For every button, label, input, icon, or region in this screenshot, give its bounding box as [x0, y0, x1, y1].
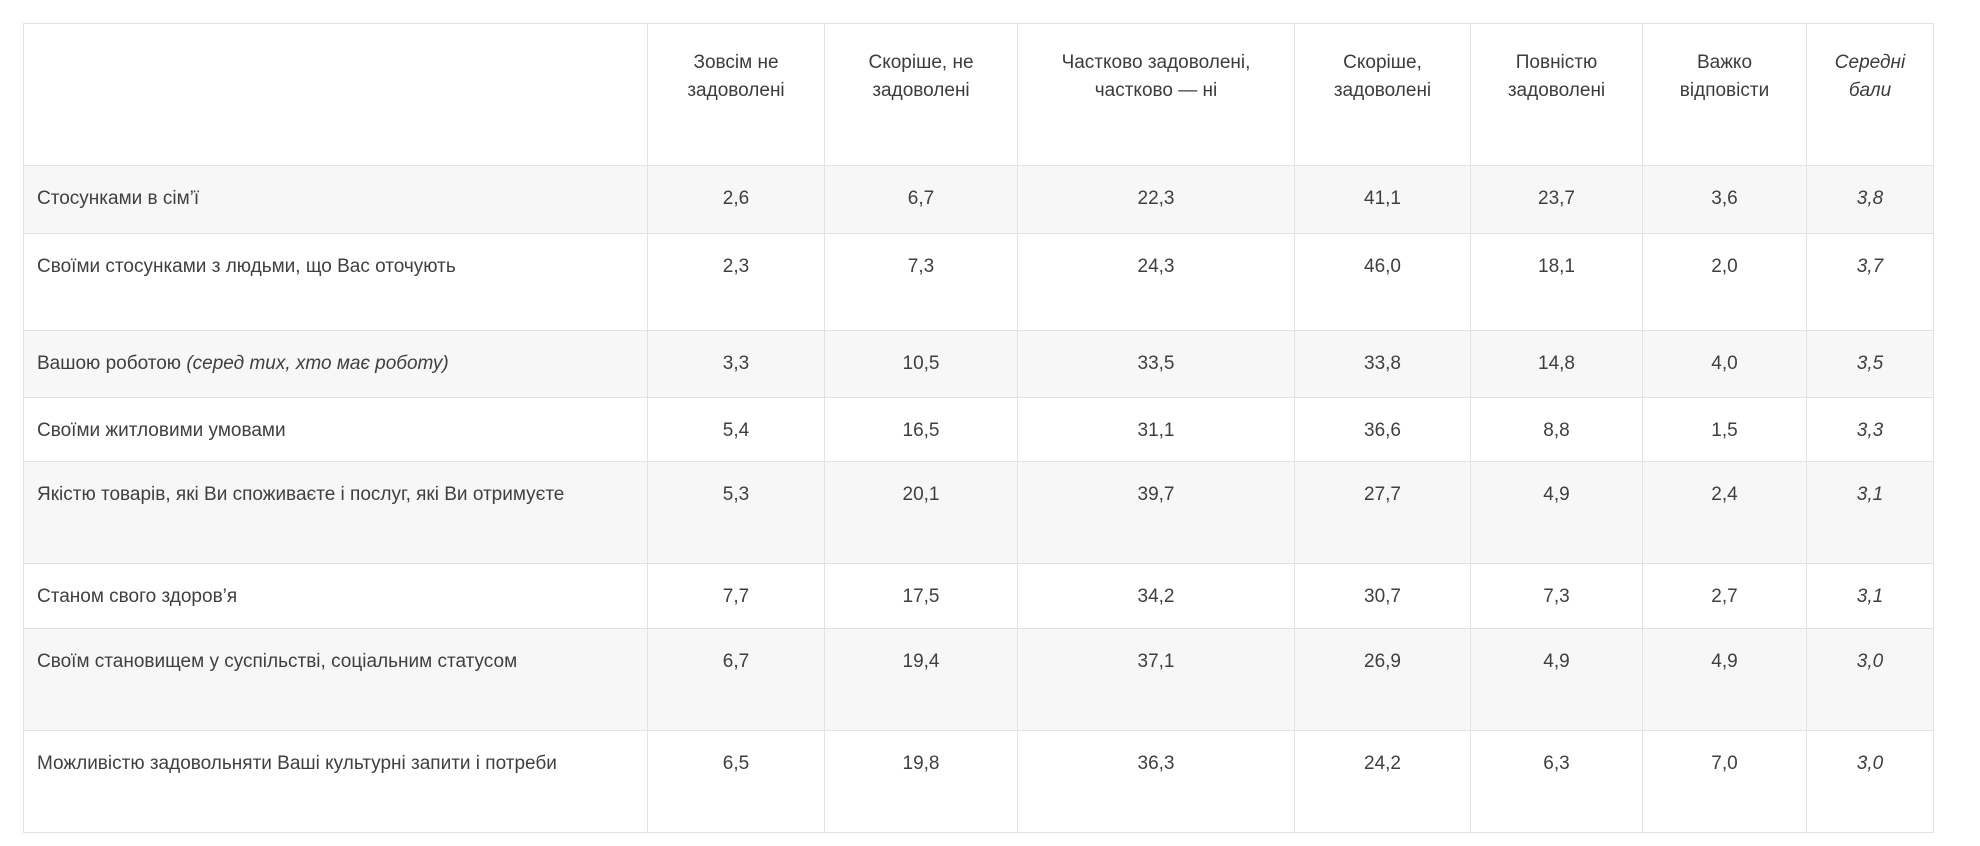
cell-value: 18,1 — [1470, 233, 1643, 331]
header-row: Зовсім не задоволені Скоріше, не задовол… — [23, 23, 1934, 166]
cell-value: 2,0 — [1642, 233, 1807, 331]
cell-mean: 3,0 — [1806, 628, 1934, 731]
row-label: Стосунками в сім’ї — [23, 165, 648, 234]
cell-value: 2,7 — [1642, 563, 1807, 629]
column-header-rather-not-satisfied: Скоріше, не задоволені — [824, 23, 1018, 166]
row-label-text: Своїми житловими умовами — [37, 420, 286, 441]
cell-value: 3,6 — [1642, 165, 1807, 234]
table-row: Стосунками в сім’ї 2,6 6,7 22,3 41,1 23,… — [23, 165, 1934, 234]
row-label-text: Стосунками в сім’ї — [37, 188, 200, 209]
cell-value: 5,3 — [647, 461, 825, 564]
cell-mean: 3,8 — [1806, 165, 1934, 234]
cell-value: 6,3 — [1470, 730, 1643, 833]
row-label-note: (серед тих, хто має роботу) — [186, 353, 449, 374]
cell-value: 37,1 — [1017, 628, 1295, 731]
cell-value: 39,7 — [1017, 461, 1295, 564]
row-label-text: Своїми стосунками з людьми, що Вас оточу… — [37, 256, 456, 277]
table-header: Зовсім не задоволені Скоріше, не задовол… — [23, 23, 1934, 166]
column-header-partly-satisfied: Частково задоволені, частково — ні — [1017, 23, 1295, 166]
row-label: Якістю товарів, які Ви споживаєте і посл… — [23, 461, 648, 564]
cell-value: 6,5 — [647, 730, 825, 833]
table-body: Стосунками в сім’ї 2,6 6,7 22,3 41,1 23,… — [23, 165, 1934, 833]
cell-value: 33,5 — [1017, 330, 1295, 398]
cell-mean: 3,1 — [1806, 563, 1934, 629]
table-row: Своїми житловими умовами 5,4 16,5 31,1 3… — [23, 397, 1934, 462]
table-row: Можливістю задовольняти Ваші культурні з… — [23, 730, 1934, 833]
row-label: Своїм становищем у суспільстві, соціальн… — [23, 628, 648, 731]
row-label-text: Якістю товарів, які Ви споживаєте і посл… — [37, 484, 565, 505]
row-label: Вашою роботою (серед тих, хто має роботу… — [23, 330, 648, 398]
column-header-fully-satisfied: Повністю задоволені — [1470, 23, 1643, 166]
cell-value: 19,4 — [824, 628, 1018, 731]
cell-value: 34,2 — [1017, 563, 1295, 629]
column-header-not-satisfied-at-all: Зовсім не задоволені — [647, 23, 825, 166]
satisfaction-table-container: Зовсім не задоволені Скоріше, не задовол… — [23, 23, 1934, 833]
cell-value: 4,0 — [1642, 330, 1807, 398]
column-header-mean-scores: Середні бали — [1806, 23, 1934, 166]
cell-value: 24,2 — [1294, 730, 1471, 833]
satisfaction-table: Зовсім не задоволені Скоріше, не задовол… — [23, 23, 1934, 833]
row-label-text: Вашою роботою — [37, 353, 182, 374]
row-label-text: Своїм становищем у суспільстві, соціальн… — [37, 651, 518, 672]
cell-value: 3,3 — [647, 330, 825, 398]
cell-value: 1,5 — [1642, 397, 1807, 462]
cell-value: 46,0 — [1294, 233, 1471, 331]
row-label: Можливістю задовольняти Ваші культурні з… — [23, 730, 648, 833]
cell-value: 4,9 — [1470, 628, 1643, 731]
cell-value: 7,3 — [1470, 563, 1643, 629]
row-label-text: Станом свого здоров’я — [37, 586, 238, 607]
table-row: Своїми стосунками з людьми, що Вас оточу… — [23, 233, 1934, 331]
cell-value: 5,4 — [647, 397, 825, 462]
cell-value: 4,9 — [1470, 461, 1643, 564]
cell-value: 10,5 — [824, 330, 1018, 398]
column-header-rather-satisfied: Скоріше, задоволені — [1294, 23, 1471, 166]
cell-value: 14,8 — [1470, 330, 1643, 398]
cell-value: 7,0 — [1642, 730, 1807, 833]
cell-value: 8,8 — [1470, 397, 1643, 462]
row-label: Своїми житловими умовами — [23, 397, 648, 462]
table-row: Своїм становищем у суспільстві, соціальн… — [23, 628, 1934, 731]
cell-value: 4,9 — [1642, 628, 1807, 731]
table-row: Якістю товарів, які Ви споживаєте і посл… — [23, 461, 1934, 564]
cell-value: 2,6 — [647, 165, 825, 234]
corner-cell — [23, 23, 648, 166]
cell-value: 30,7 — [1294, 563, 1471, 629]
cell-value: 24,3 — [1017, 233, 1295, 331]
cell-value: 22,3 — [1017, 165, 1295, 234]
column-header-hard-to-answer: Важко відповісти — [1642, 23, 1807, 166]
cell-value: 23,7 — [1470, 165, 1643, 234]
cell-value: 31,1 — [1017, 397, 1295, 462]
cell-mean: 3,5 — [1806, 330, 1934, 398]
cell-value: 26,9 — [1294, 628, 1471, 731]
table-row: Станом свого здоров’я 7,7 17,5 34,2 30,7… — [23, 563, 1934, 629]
cell-value: 27,7 — [1294, 461, 1471, 564]
cell-value: 6,7 — [824, 165, 1018, 234]
table-row: Вашою роботою (серед тих, хто має роботу… — [23, 330, 1934, 398]
row-label: Своїми стосунками з людьми, що Вас оточу… — [23, 233, 648, 331]
row-label: Станом свого здоров’я — [23, 563, 648, 629]
cell-value: 41,1 — [1294, 165, 1471, 234]
cell-value: 2,3 — [647, 233, 825, 331]
cell-value: 19,8 — [824, 730, 1018, 833]
cell-value: 6,7 — [647, 628, 825, 731]
cell-mean: 3,1 — [1806, 461, 1934, 564]
cell-mean: 3,3 — [1806, 397, 1934, 462]
cell-value: 33,8 — [1294, 330, 1471, 398]
cell-value: 7,3 — [824, 233, 1018, 331]
cell-value: 7,7 — [647, 563, 825, 629]
cell-value: 20,1 — [824, 461, 1018, 564]
cell-value: 16,5 — [824, 397, 1018, 462]
cell-value: 36,6 — [1294, 397, 1471, 462]
cell-mean: 3,7 — [1806, 233, 1934, 331]
cell-value: 17,5 — [824, 563, 1018, 629]
cell-value: 36,3 — [1017, 730, 1295, 833]
row-label-text: Можливістю задовольняти Ваші культурні з… — [37, 753, 557, 774]
cell-value: 2,4 — [1642, 461, 1807, 564]
cell-mean: 3,0 — [1806, 730, 1934, 833]
